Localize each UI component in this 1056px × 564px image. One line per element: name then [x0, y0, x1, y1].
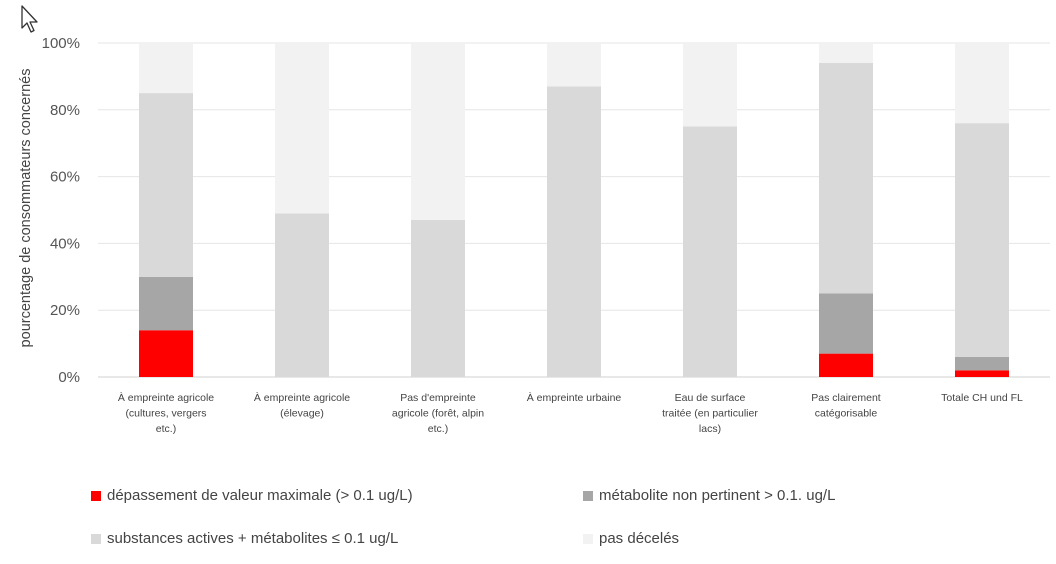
- legend-label: métabolite non pertinent > 0.1. ug/L: [599, 487, 836, 504]
- y-axis-label: pourcentage de consommateurs concernés: [18, 69, 34, 348]
- bar-segment: [819, 43, 873, 64]
- legend-label: substances actives + métabolites ≤ 0.1 u…: [107, 530, 399, 547]
- legend-label: dépassement de valeur maximale (> 0.1 ug…: [107, 487, 413, 504]
- mouse-pointer-icon: [21, 5, 38, 33]
- bar-segment: [955, 370, 1009, 377]
- bar-segment: [547, 43, 601, 87]
- bar-segment: [819, 353, 873, 377]
- y-tick-labels: 0% 20% 40% 60% 80% 100%: [42, 35, 80, 386]
- bar-segment: [139, 330, 193, 377]
- bar-segment: [955, 43, 1009, 124]
- category-label: À empreinte agricole (élevage): [254, 391, 350, 420]
- legend-label: pas décelés: [599, 530, 680, 547]
- stacked-bar-chart: 0% 20% 40% 60% 80% 100% À empreinte agricole(…: [18, 35, 1050, 435]
- bar-segment: [139, 43, 193, 94]
- bar-segment: [275, 43, 329, 214]
- category-label: Pas d'empreinte agricole (forêt, alpin etc…: [392, 392, 484, 435]
- category-label: À empreinte agricole (cultures, vergers et…: [118, 391, 214, 435]
- bars: [139, 43, 1009, 378]
- bar-segment: [955, 356, 1009, 371]
- bar-segment: [139, 93, 193, 277]
- category-label: Pas clairement catégorisable: [811, 392, 881, 420]
- legend-swatch: [583, 490, 593, 501]
- category-labels: À empreinte agricole (cultures, vergers et…: [118, 391, 1023, 435]
- y-tick-label: 40%: [50, 235, 80, 252]
- bar-segment: [275, 213, 329, 377]
- y-tick-label: 20%: [50, 302, 80, 319]
- bar-segment: [819, 293, 873, 354]
- bar-segment: [411, 43, 465, 221]
- bar-segment: [547, 86, 601, 378]
- y-tick-label: 60%: [50, 169, 80, 186]
- legend-item: métabolite non pertinent > 0.1. ug/L: [583, 487, 835, 504]
- bar-segment: [683, 43, 737, 127]
- legend-swatch: [91, 533, 101, 544]
- legend-swatch: [91, 490, 101, 501]
- bar-segment: [411, 220, 465, 377]
- bar-segment: [683, 126, 737, 377]
- y-tick-label: 100%: [42, 35, 80, 52]
- legend-item: dépassement de valeur maximale (> 0.1 ug…: [91, 487, 413, 504]
- legend-item: pas décelés: [583, 530, 679, 547]
- bar-segment: [819, 63, 873, 294]
- category-label: Totale CH und FL: [941, 392, 1023, 404]
- legend-item: substances actives + métabolites ≤ 0.1 u…: [91, 530, 398, 547]
- legend-swatch: [583, 533, 593, 544]
- category-label: Eau de surface traitée (en particulier lac…: [662, 392, 758, 435]
- category-label: À empreinte urbaine: [527, 391, 622, 404]
- y-tick-label: 80%: [50, 102, 80, 119]
- bar-segment: [955, 123, 1009, 357]
- bar-segment: [139, 276, 193, 331]
- y-tick-label: 0%: [58, 369, 80, 386]
